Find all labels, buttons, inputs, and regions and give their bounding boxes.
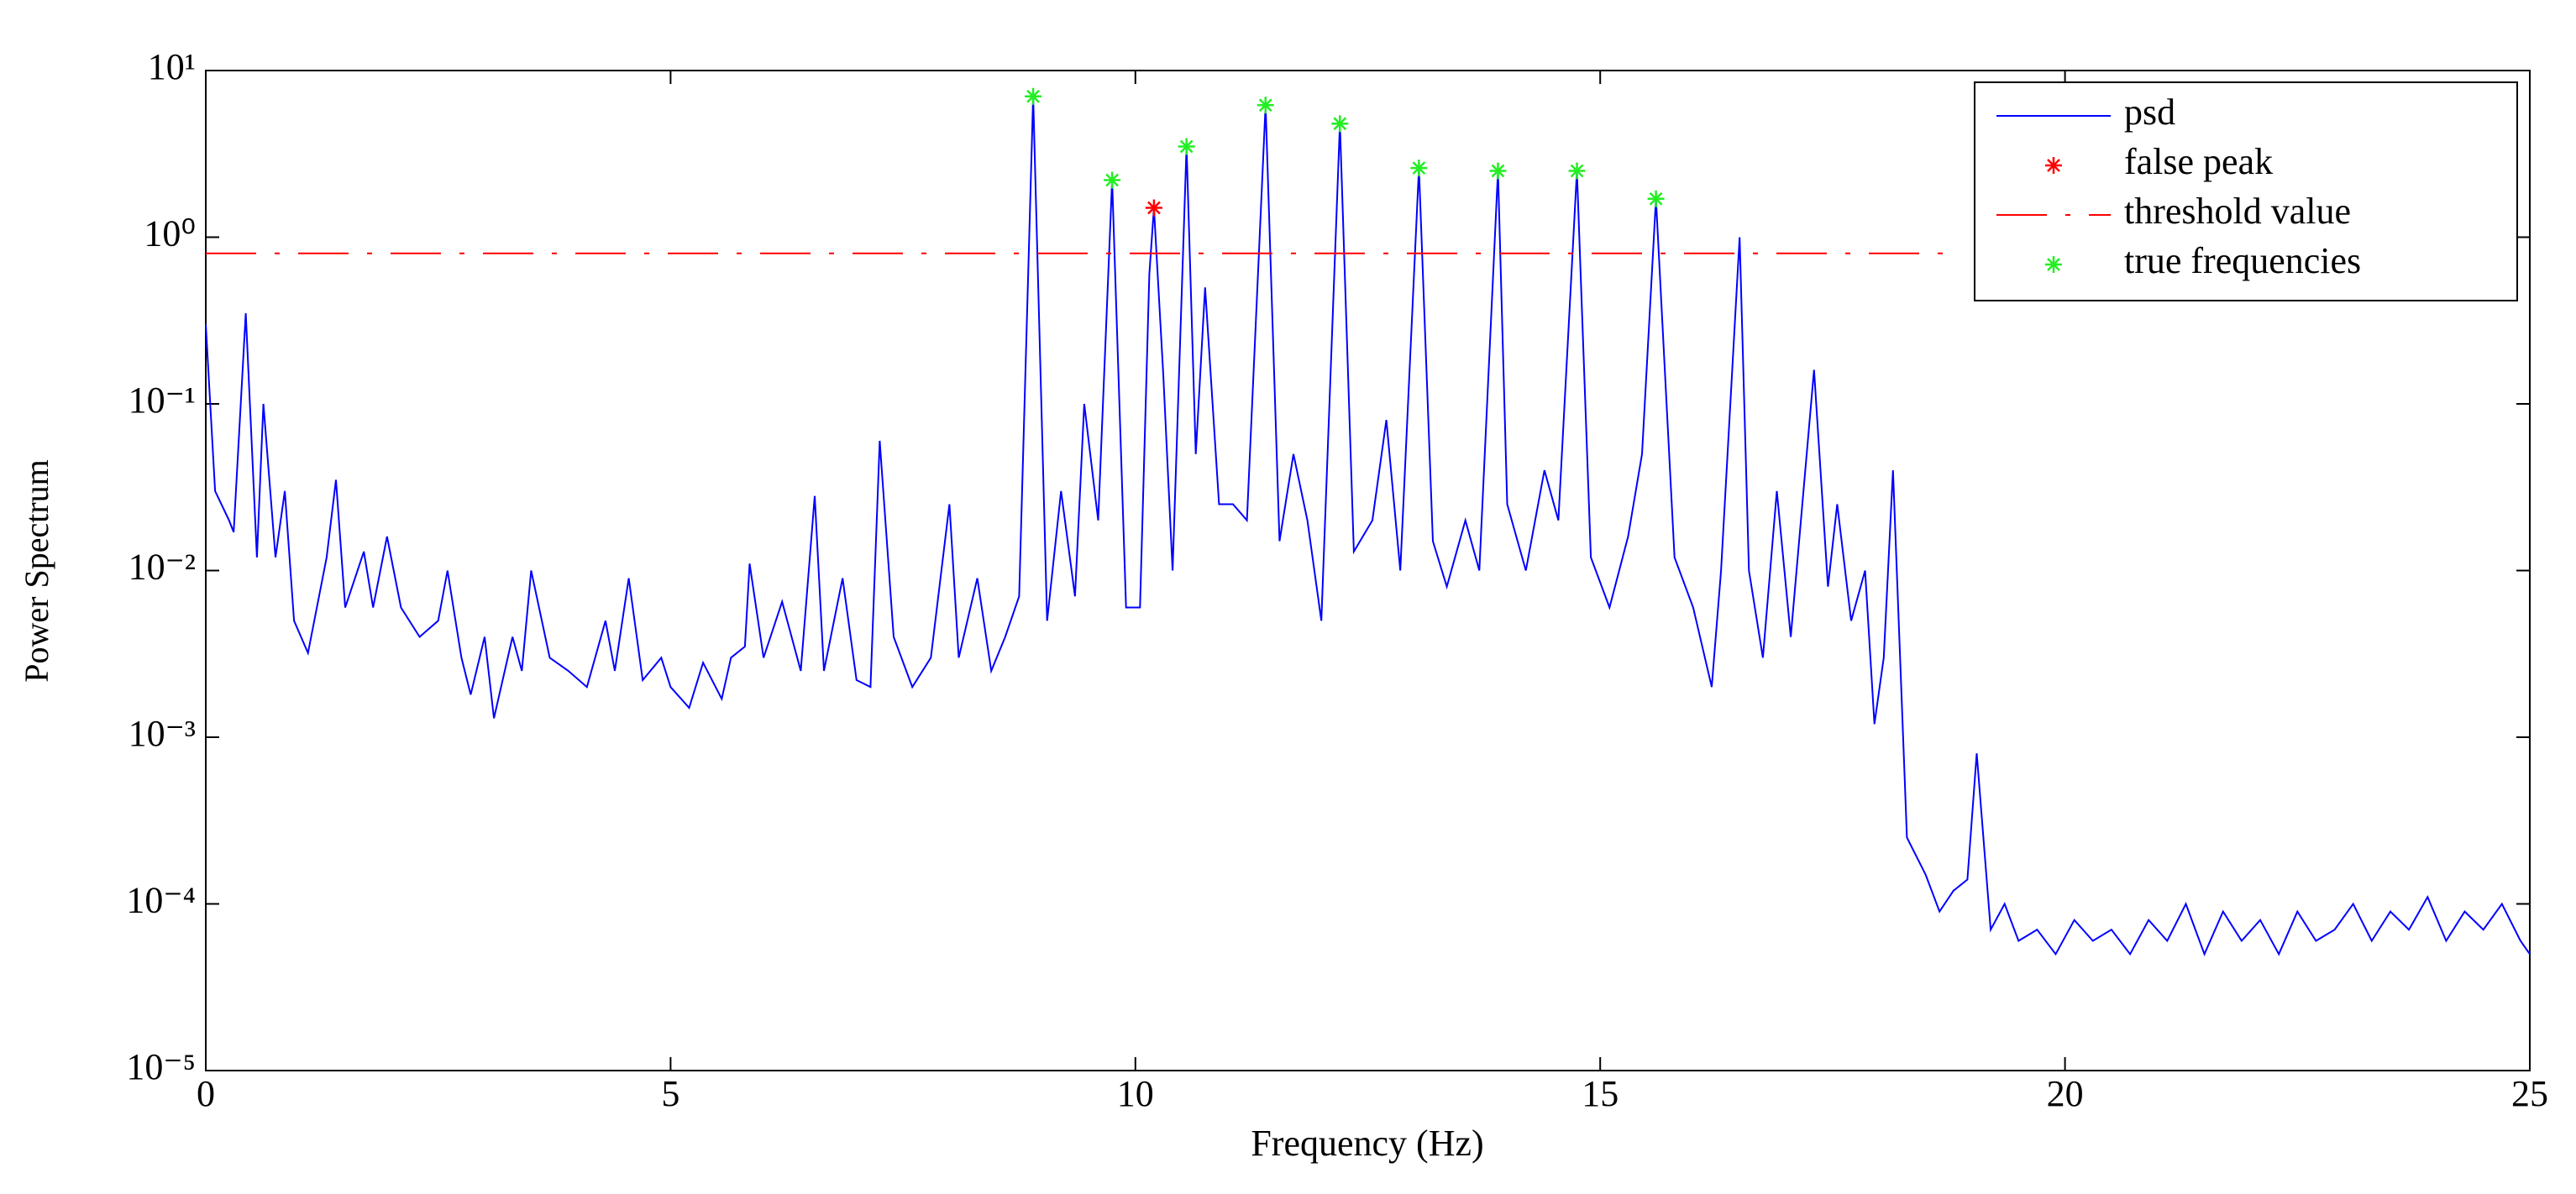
peak-marker — [1145, 199, 1162, 217]
y-axis-label: Power Spectrum — [18, 459, 55, 683]
x-tick-label: 25 — [2511, 1073, 2548, 1114]
peak-marker — [1257, 97, 1274, 114]
peak-marker — [1178, 138, 1195, 155]
peak-marker — [1410, 160, 1428, 177]
x-tick-label: 15 — [1582, 1073, 1619, 1114]
peak-marker — [1331, 115, 1349, 133]
marker-stroke — [2047, 159, 2060, 172]
legend-label: true frequencies — [2124, 240, 2361, 281]
y-tick-label: 10⁻⁴ — [126, 880, 196, 921]
legend-box — [1974, 81, 2518, 301]
y-tick-label: 10⁻² — [129, 547, 196, 588]
peak-marker — [1489, 162, 1507, 180]
series-line — [205, 96, 2531, 956]
legend-label: threshold value — [2124, 191, 2351, 232]
peak-marker — [1647, 190, 1665, 207]
legend-label: false peak — [2124, 141, 2273, 182]
marker-stroke — [1412, 161, 1426, 175]
marker-stroke — [1179, 139, 1194, 154]
x-tick-label: 0 — [197, 1073, 215, 1114]
x-tick-label: 10 — [1117, 1073, 1154, 1114]
x-tick-label: 5 — [661, 1073, 679, 1114]
marker-stroke — [2047, 258, 2060, 271]
peak-marker — [1104, 171, 1121, 189]
marker-stroke — [1491, 164, 1505, 178]
peak-marker — [1025, 87, 1042, 105]
marker-stroke — [1570, 164, 1584, 178]
y-tick-label: 10⁻⁵ — [126, 1046, 196, 1087]
peak-marker — [1568, 162, 1586, 180]
legend-swatch — [2045, 157, 2062, 174]
marker-stroke — [1147, 201, 1161, 215]
y-tick-label: 10⁻³ — [129, 713, 196, 754]
marker-stroke — [1649, 191, 1663, 206]
y-tick-label: 10⁻¹ — [129, 380, 196, 421]
y-tick-label: 10¹ — [148, 46, 196, 87]
marker-stroke — [1333, 117, 1347, 131]
x-axis-label: Frequency (Hz) — [1251, 1123, 1483, 1164]
legend-label: psd — [2124, 92, 2175, 133]
marker-stroke — [1105, 173, 1120, 187]
x-tick-label: 20 — [2047, 1073, 2084, 1114]
marker-stroke — [1026, 89, 1040, 103]
marker-stroke — [1258, 98, 1272, 113]
y-tick-label: 10⁰ — [144, 213, 196, 254]
legend-swatch — [2045, 256, 2062, 273]
